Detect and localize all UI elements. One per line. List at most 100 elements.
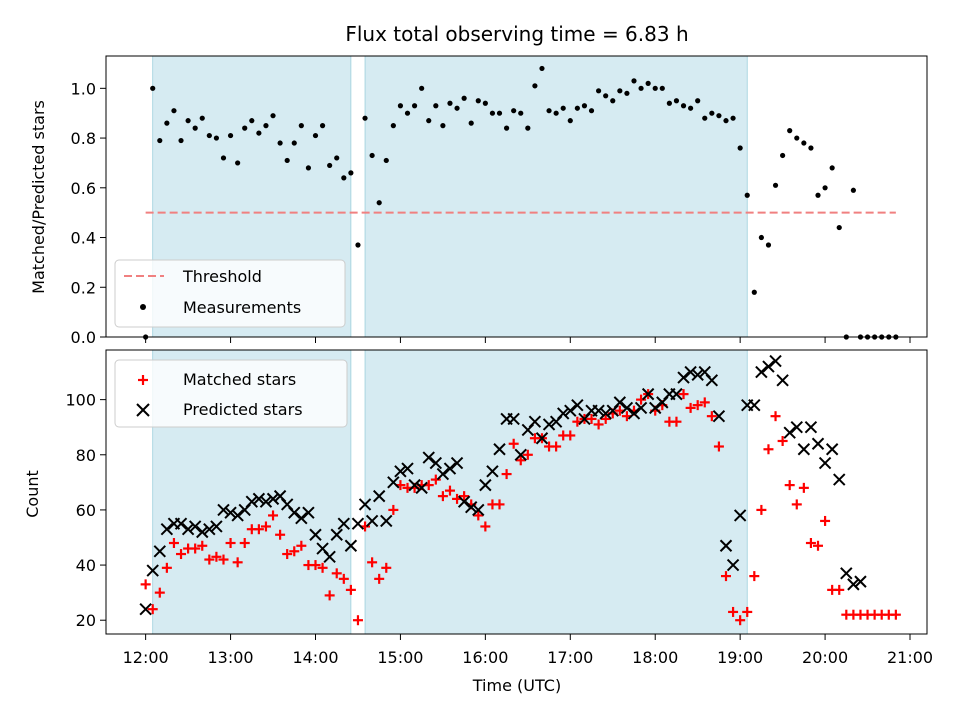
matched-stars-point (763, 444, 774, 455)
matched-stars-point (791, 499, 802, 510)
matched-stars-point (140, 579, 151, 590)
matched-stars-point (289, 546, 300, 557)
predicted-stars-point (231, 509, 244, 522)
bottom-y-axis-label: Count (23, 470, 42, 518)
matched-stars-point (890, 609, 901, 620)
measurements-point (298, 123, 304, 129)
predicted-stars-point (252, 492, 266, 506)
predicted-legend-label: Predicted stars (183, 400, 303, 419)
predicted-stars-point (592, 404, 605, 417)
measurements-point (411, 103, 418, 109)
measurements-point (567, 118, 573, 124)
predicted-stars-point (804, 420, 818, 434)
measurements-point (539, 65, 545, 72)
predicted-stars-point (514, 448, 527, 461)
measurements-point (327, 162, 333, 169)
predicted-stars-point (450, 456, 464, 470)
measurements-point (815, 192, 821, 198)
predicted-stars-point (203, 523, 216, 536)
measurements-point (199, 115, 205, 121)
predicted-stars-point (443, 462, 457, 475)
predicted-stars-point (733, 509, 747, 522)
predicted-stars-point (160, 523, 174, 536)
measurements-point (553, 110, 559, 116)
measurements-point (362, 115, 368, 121)
predicted-stars-point (797, 443, 811, 456)
measurements-point (227, 132, 234, 139)
matched-stars-point (459, 491, 470, 502)
bottom-axes-frame (105, 349, 928, 635)
top-panel: 0.0 0.2 0.4 0.6 0.8 1.0 (71, 55, 928, 347)
predicted-stars-point (641, 387, 655, 401)
matched-stars-point (522, 449, 533, 460)
measurements-point (178, 137, 184, 144)
predicted-stars-point (472, 503, 485, 517)
matched-stars-point (444, 485, 455, 496)
matched-stars-point (260, 521, 271, 532)
measurements-point (787, 128, 793, 134)
matched-stars-point (317, 562, 328, 573)
measurements-point (482, 100, 488, 106)
predicted-stars-point (634, 401, 648, 415)
predicted-stars-point (776, 374, 789, 387)
measurements-point (836, 224, 842, 231)
measurements-point (468, 120, 474, 126)
measurements-point (404, 110, 411, 116)
predicted-stars-point (627, 407, 641, 420)
matched-stars-point (784, 480, 795, 491)
measurements-point (383, 157, 389, 164)
predicted-stars-point (528, 415, 542, 428)
measurements-point (680, 103, 687, 109)
top-y-tick-label: 0.6 (71, 179, 96, 198)
measurements-point (277, 140, 283, 146)
matched-stars-point (218, 554, 229, 565)
top-legend-box (114, 259, 346, 328)
measurements-point (596, 88, 602, 94)
predicted-stars-point (139, 602, 152, 616)
measurements-point (794, 135, 800, 141)
predicted-stars-point (719, 539, 733, 552)
matched-stars-point (275, 529, 286, 540)
measurements-point (822, 185, 828, 191)
predicted-stars-point (712, 409, 726, 423)
matched-stars-point (678, 389, 689, 400)
x-tick-label: 17:00 (547, 648, 593, 667)
top-y-axis-label: Matched/Predicted stars (29, 100, 48, 294)
measurements-point (801, 140, 807, 146)
top-y-tick-label: 1.0 (71, 79, 96, 98)
matched-stars-point (756, 504, 767, 515)
measurements-point (716, 113, 722, 119)
matched-stars-point (699, 397, 710, 408)
measurements-point (723, 118, 729, 124)
measurements-point (652, 85, 658, 91)
measurements-point (518, 110, 524, 116)
matched-legend-swatch (138, 375, 148, 385)
matched-stars-point (310, 560, 321, 571)
predicted-stars-point (217, 503, 230, 517)
matched-stars-point (798, 482, 809, 493)
measurements-point (496, 110, 503, 116)
measurements-point (645, 80, 651, 86)
measurements-point (610, 98, 616, 104)
predicted-legend-swatch (136, 403, 150, 417)
measurements-legend-swatch (140, 304, 146, 310)
predicted-stars-point (564, 404, 577, 417)
top-y-tick-label: 0.2 (71, 278, 96, 297)
matched-stars-point (749, 571, 760, 582)
measurements-point (461, 95, 467, 101)
measurements-point (624, 90, 630, 96)
measurements-point (256, 130, 262, 136)
measurements-point (659, 85, 665, 91)
x-tick-label: 15:00 (377, 648, 423, 667)
bottom-y-tick-label: 20 (76, 611, 96, 630)
measurements-point (772, 182, 779, 188)
predicted-stars-point (762, 360, 775, 373)
matched-stars-point (692, 400, 703, 411)
measurements-point (312, 132, 319, 139)
top-y-tick-label: 0.8 (71, 129, 96, 148)
measurements-point (638, 85, 644, 91)
x-axis-label: Time (UTC) (472, 676, 561, 695)
predicted-stars-point (535, 432, 549, 445)
matched-stars-point (331, 568, 342, 579)
predicted-stars-point (210, 520, 223, 533)
